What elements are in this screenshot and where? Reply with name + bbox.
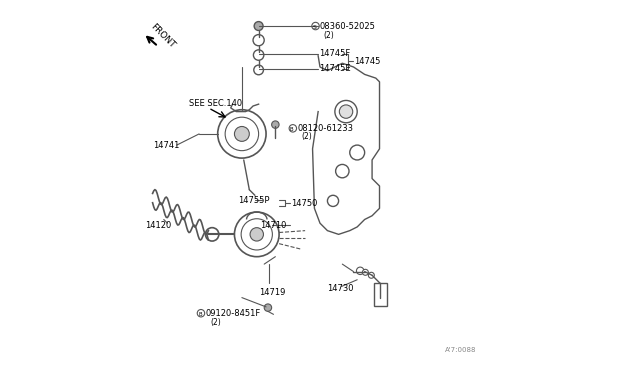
Text: 14741: 14741 [152, 141, 179, 150]
Circle shape [356, 267, 364, 275]
Circle shape [339, 105, 353, 118]
Circle shape [328, 195, 339, 206]
Circle shape [254, 22, 263, 31]
Text: 08360-52025: 08360-52025 [320, 22, 376, 31]
Circle shape [271, 121, 279, 128]
Text: S: S [312, 25, 316, 30]
Text: (2): (2) [324, 31, 335, 40]
Text: 08120-61233: 08120-61233 [298, 124, 354, 133]
Circle shape [264, 304, 271, 311]
Text: A'7:0088: A'7:0088 [445, 347, 476, 353]
Circle shape [234, 126, 250, 141]
Text: 09120-8451F: 09120-8451F [205, 309, 260, 318]
Circle shape [253, 35, 264, 46]
Circle shape [234, 212, 279, 257]
Text: 14710: 14710 [260, 221, 287, 230]
Circle shape [369, 272, 374, 278]
Text: B: B [198, 312, 202, 317]
Text: (2): (2) [301, 132, 312, 141]
Text: FRONT: FRONT [149, 22, 177, 50]
Circle shape [349, 145, 365, 160]
Circle shape [218, 110, 266, 158]
Circle shape [289, 125, 296, 132]
Circle shape [362, 269, 369, 275]
Circle shape [197, 310, 205, 317]
Text: (2): (2) [211, 318, 221, 327]
Text: 14730: 14730 [328, 284, 354, 293]
Text: SEE SEC.140: SEE SEC.140 [189, 99, 242, 108]
Text: 14750: 14750 [291, 199, 317, 208]
Text: 14745E: 14745E [319, 64, 351, 73]
Text: 14745: 14745 [354, 57, 381, 66]
Circle shape [250, 228, 264, 241]
Text: B: B [290, 127, 294, 132]
Circle shape [205, 228, 219, 241]
Text: 14755P: 14755P [238, 196, 269, 205]
Text: 14719: 14719 [259, 288, 285, 296]
Circle shape [335, 100, 357, 123]
Bar [374, 283, 387, 306]
Circle shape [241, 219, 273, 250]
Circle shape [254, 65, 264, 75]
Text: 14745F: 14745F [319, 49, 350, 58]
Circle shape [225, 117, 259, 151]
Circle shape [335, 164, 349, 178]
Text: 14120: 14120 [145, 221, 172, 230]
Circle shape [312, 22, 319, 30]
Circle shape [253, 50, 264, 60]
